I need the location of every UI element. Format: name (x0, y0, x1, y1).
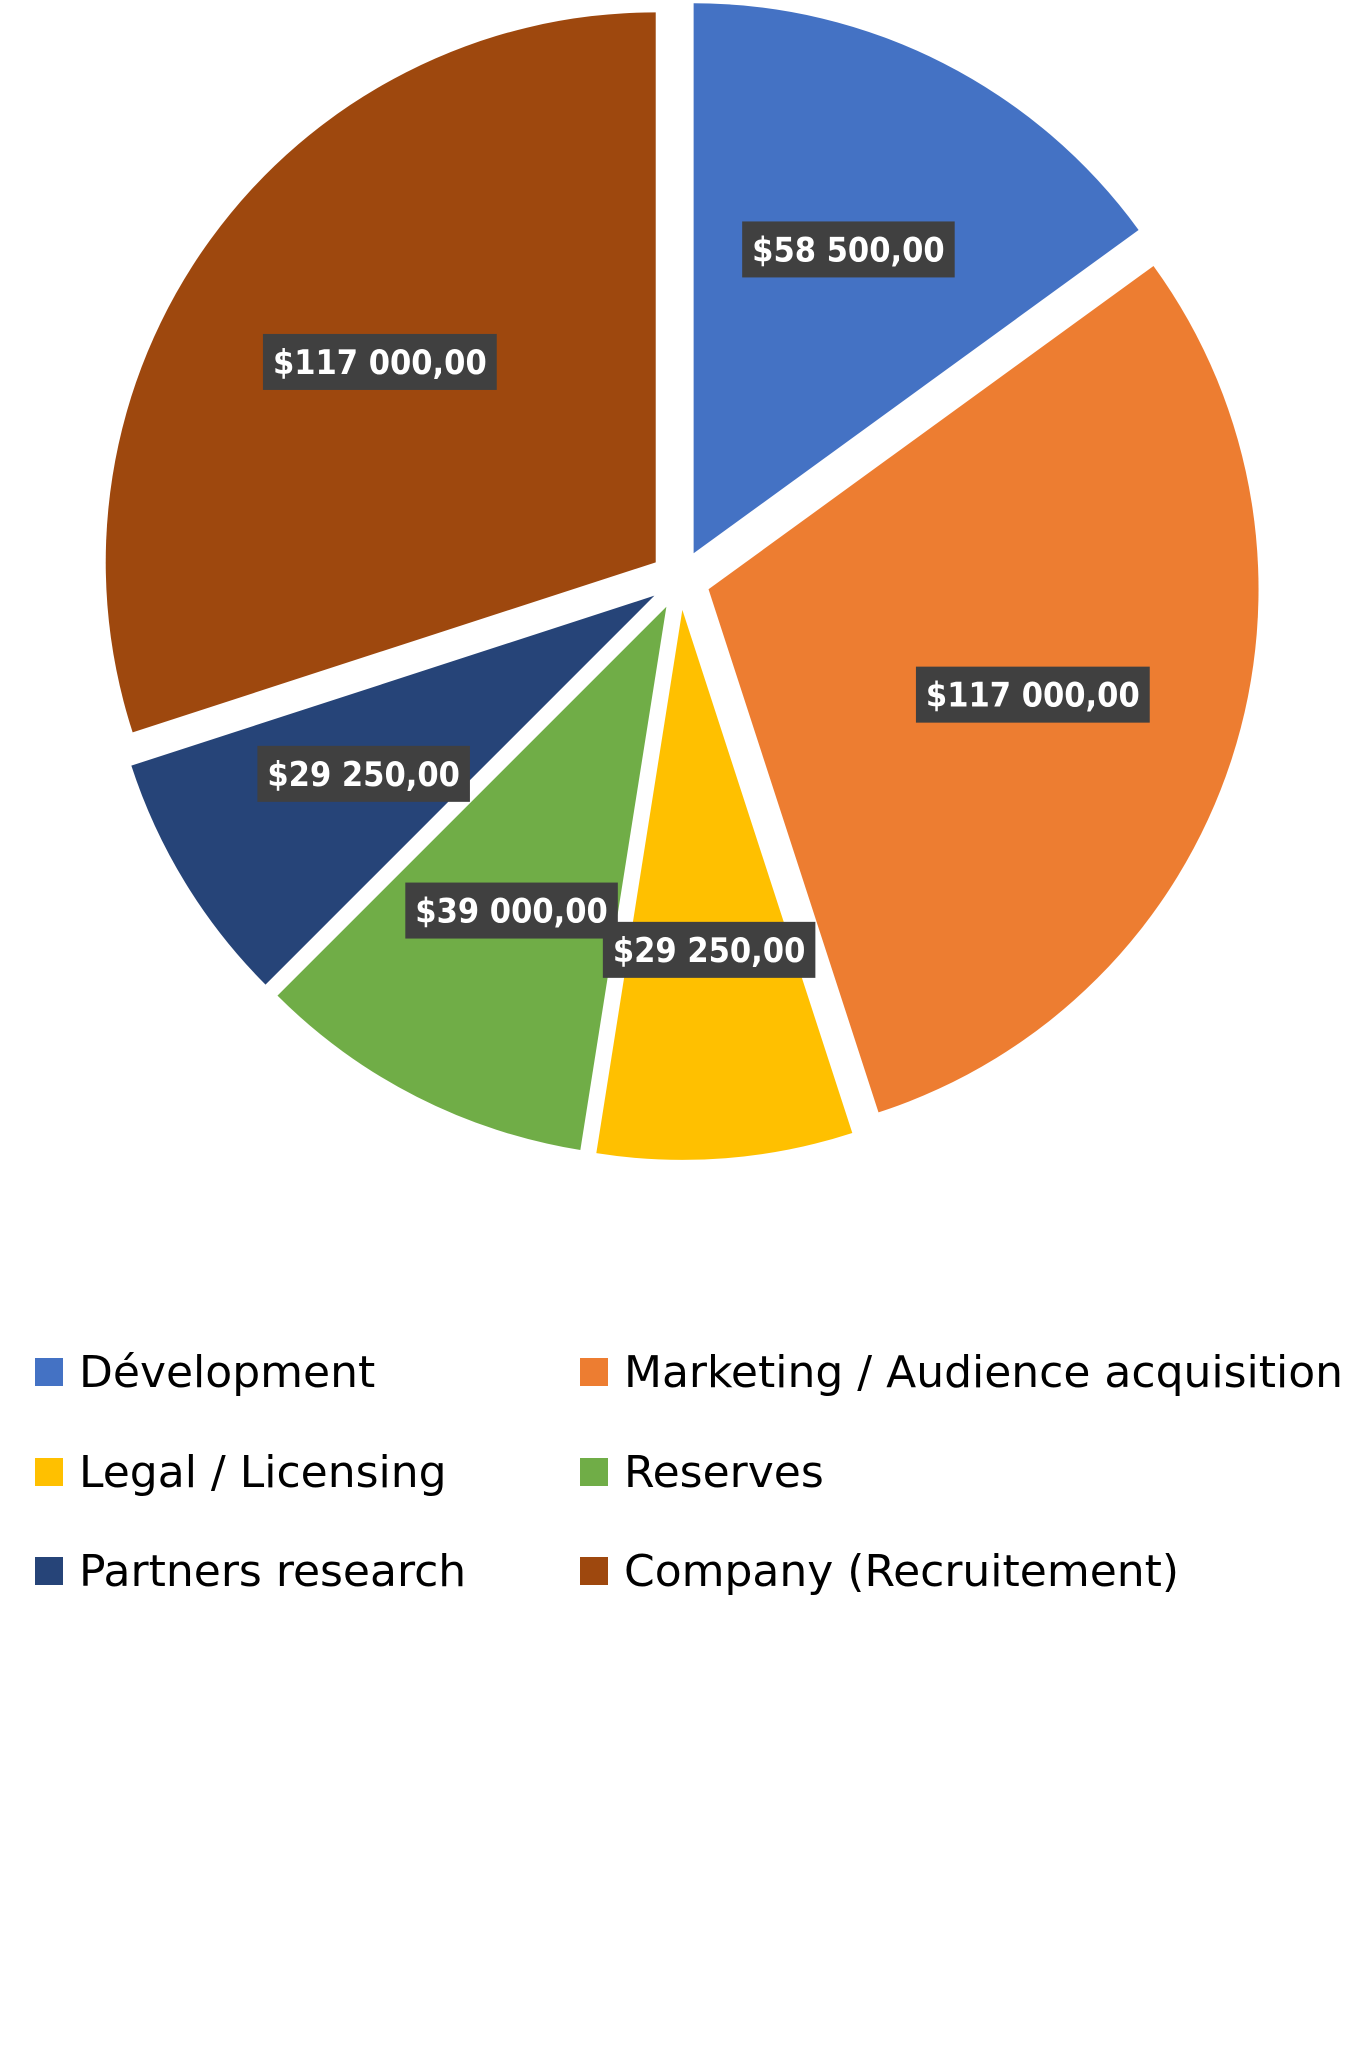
legend-item-development: Dévelopment (35, 1347, 375, 1398)
data-label-text: $58 500,00 (752, 230, 945, 270)
data-label-box (602, 921, 816, 978)
data-label-marketing-audience-acquisition: $117 000,00 (915, 666, 1150, 723)
data-label-box (742, 221, 955, 278)
data-label-partners-research: $29 250,00 (257, 745, 470, 802)
pie-slice-legal-licensing (596, 609, 853, 1160)
legend-item-legal-licensing: Legal / Licensing (35, 1447, 447, 1498)
data-label-text: $39 000,00 (415, 892, 608, 932)
legend-swatch (580, 1358, 608, 1386)
data-label-box (915, 666, 1150, 723)
data-label-box (257, 745, 470, 802)
legend-label: Dévelopment (79, 1347, 375, 1398)
data-label-box (405, 882, 618, 939)
data-label-legal-licensing: $29 250,00 (602, 921, 816, 978)
legend-item-reserves: Reserves (580, 1447, 824, 1498)
data-labels: $58 500,00$117 000,00$29 250,00$39 000,0… (257, 221, 1150, 978)
pie-slice-reserves (277, 606, 667, 1150)
legend-label: Legal / Licensing (79, 1447, 447, 1498)
legend: Dévelopment Marketing / Audience acquisit… (35, 1347, 1343, 1597)
data-label-text: $117 000,00 (273, 343, 487, 383)
data-label-text: $117 000,00 (926, 676, 1140, 716)
legend-item-marketing-audience-acquisition: Marketing / Audience acquisition (580, 1347, 1343, 1398)
legend-swatch (35, 1458, 63, 1486)
legend-swatch (35, 1557, 63, 1585)
data-label-reserves: $39 000,00 (405, 882, 618, 939)
data-label-development: $58 500,00 (742, 221, 955, 278)
legend-swatch (35, 1358, 63, 1386)
pie-slice-development (693, 3, 1139, 554)
legend-swatch (580, 1458, 608, 1486)
legend-item-partners-research: Partners research (35, 1546, 466, 1597)
legend-label: Reserves (624, 1447, 824, 1498)
data-label-company-recruitement: $117 000,00 (262, 333, 497, 390)
legend-swatch (580, 1557, 608, 1585)
legend-label: Company (Recruitement) (624, 1546, 1179, 1597)
data-label-text: $29 250,00 (613, 931, 806, 971)
data-label-text: $29 250,00 (267, 755, 460, 795)
data-label-box (262, 333, 497, 390)
legend-item-company-recruitement: Company (Recruitement) (580, 1546, 1179, 1597)
legend-label: Partners research (79, 1546, 466, 1597)
legend-label: Marketing / Audience acquisition (624, 1347, 1343, 1398)
pie-slices (105, 3, 1259, 1160)
